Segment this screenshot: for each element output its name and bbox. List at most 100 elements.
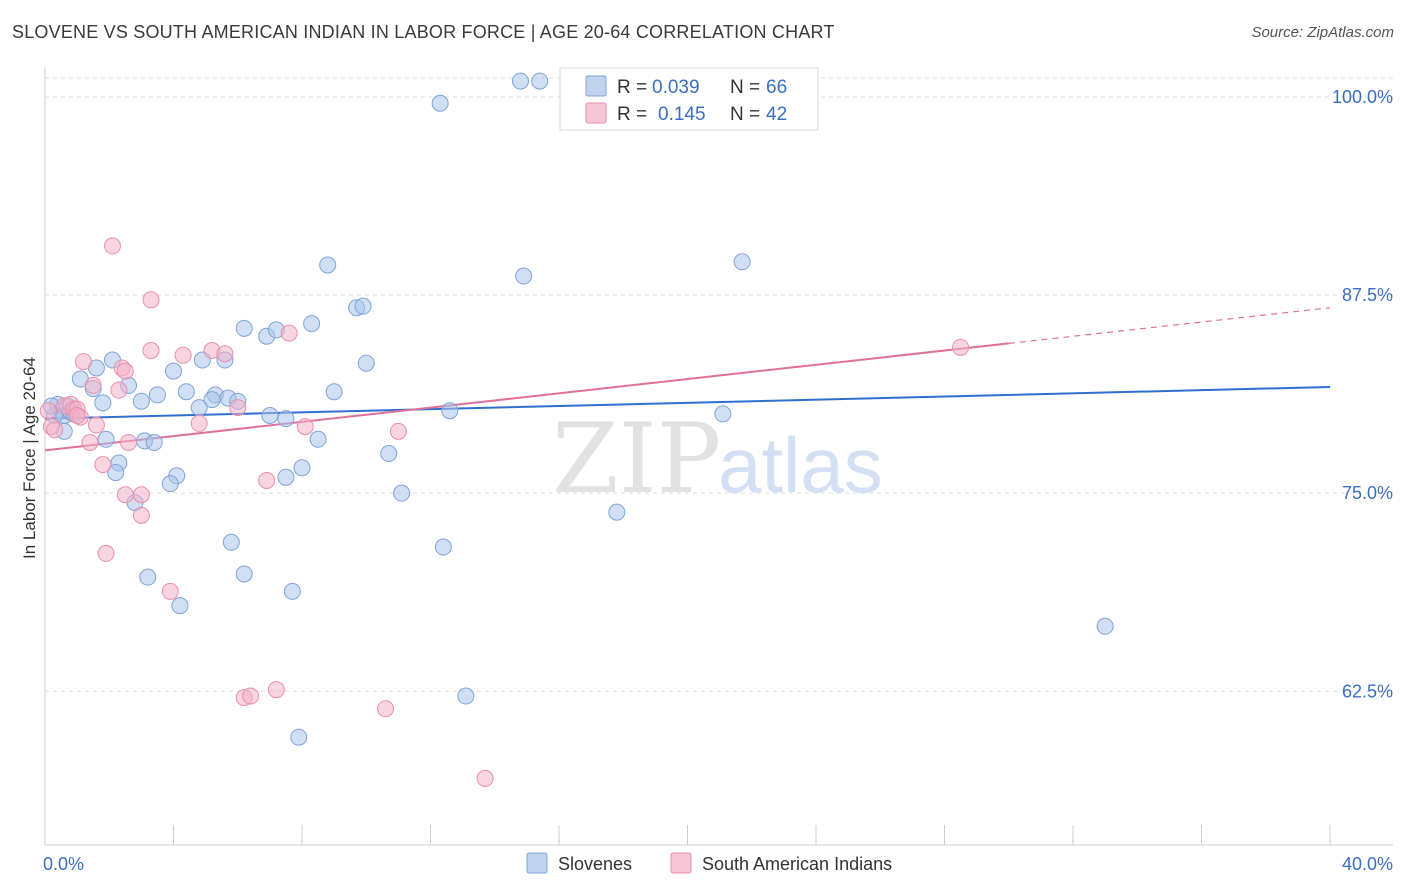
legend-n-label-slovenes: N =	[730, 77, 760, 98]
data-point	[142, 291, 160, 309]
y-tick-label: 62.5%	[1342, 681, 1393, 701]
data-point	[39, 402, 57, 420]
y-tick-label: 87.5%	[1342, 285, 1393, 305]
data-point	[457, 687, 475, 705]
data-point	[511, 72, 529, 90]
chart-title: SLOVENE VS SOUTH AMERICAN INDIAN IN LABO…	[12, 22, 835, 42]
data-point	[161, 582, 179, 600]
series-legend-swatch-slovenes	[526, 852, 548, 874]
legend-n-label-south-american-indians: N =	[730, 104, 760, 125]
data-point	[393, 484, 411, 502]
data-point	[87, 416, 105, 434]
data-point	[145, 433, 163, 451]
trend-line-extension-south-american-indians	[1008, 307, 1331, 344]
data-point	[75, 353, 93, 371]
trend-line-slovenes	[44, 385, 1331, 420]
data-point	[290, 728, 308, 746]
data-point	[165, 362, 182, 380]
data-point	[142, 342, 160, 360]
axes	[44, 68, 1393, 846]
data-points	[39, 72, 1114, 787]
series-legend-label-south-american-indians: South American Indians	[702, 854, 892, 874]
data-point	[303, 315, 321, 333]
data-point	[216, 345, 234, 363]
series-legend-label-slovenes: Slovenes	[558, 854, 632, 874]
data-point	[431, 94, 449, 112]
data-point	[714, 405, 732, 423]
legend-swatch-slovenes	[585, 75, 607, 97]
data-point	[94, 456, 112, 474]
data-point	[389, 422, 407, 440]
legend-r-label-slovenes: R =	[617, 77, 647, 98]
data-point	[280, 324, 298, 342]
data-point	[116, 362, 134, 380]
data-point	[139, 568, 157, 586]
data-point	[377, 700, 395, 718]
data-point	[190, 399, 208, 417]
data-point	[277, 410, 295, 428]
data-point	[229, 399, 247, 417]
data-point	[441, 402, 459, 420]
data-point	[235, 565, 253, 583]
data-point	[161, 475, 179, 493]
x-tick-label-min: 0.0%	[43, 854, 84, 874]
y-axis-title: In Labor Force | Age 20-64	[20, 357, 39, 559]
trend-line-south-american-indians	[44, 342, 1009, 452]
data-point	[319, 256, 337, 274]
gridlines: 62.5% 75.0% 87.5% 100.0%	[45, 77, 1393, 701]
data-point	[261, 407, 279, 425]
series-south-american-indians	[39, 72, 970, 787]
data-point	[357, 354, 375, 372]
data-point	[277, 468, 295, 486]
x-tick-label-max: 40.0%	[1342, 854, 1393, 874]
data-point	[94, 394, 112, 412]
data-point	[97, 430, 115, 448]
legend-n-value-slovenes: 66	[766, 77, 787, 98]
stats-legend: R = 0.039 N = 66 R = 0.145 N = 42	[559, 67, 819, 131]
data-point	[110, 381, 128, 399]
data-point	[132, 392, 150, 410]
data-point	[132, 486, 150, 504]
data-point	[952, 338, 970, 356]
y-tick-label: 100.0%	[1332, 87, 1393, 107]
data-point	[242, 687, 260, 705]
data-point	[132, 506, 150, 524]
legend-r-value-south-american-indians: 0.145	[658, 104, 706, 125]
data-point	[81, 433, 99, 451]
legend-swatch-south-american-indians	[585, 102, 607, 124]
data-point	[190, 414, 208, 432]
y-tick-label: 75.0%	[1342, 483, 1393, 503]
series-legend-swatch-south-american-indians	[670, 852, 692, 874]
data-point	[733, 253, 751, 271]
trend-lines	[44, 307, 1331, 452]
data-point	[476, 769, 494, 787]
data-point	[608, 503, 626, 521]
watermark-atlas: atlas	[718, 421, 883, 509]
data-point	[222, 533, 240, 551]
data-point	[354, 297, 372, 315]
data-point	[174, 346, 192, 364]
data-point	[103, 237, 121, 255]
data-point	[309, 430, 327, 448]
data-point	[1096, 617, 1114, 635]
data-point	[171, 597, 189, 615]
data-point	[148, 386, 166, 404]
source-credit: Source: ZipAtlas.com	[1251, 24, 1394, 41]
data-point	[120, 433, 138, 451]
watermark-zip: ZIP	[552, 403, 721, 515]
data-point	[235, 319, 253, 337]
data-point	[116, 486, 134, 504]
data-point	[296, 418, 314, 436]
data-point	[434, 538, 452, 556]
data-point	[177, 383, 195, 401]
data-point	[531, 72, 549, 90]
legend-r-label-south-american-indians: R =	[617, 104, 647, 125]
data-point	[68, 407, 86, 425]
data-point	[107, 464, 125, 482]
data-point	[380, 445, 398, 463]
data-point	[46, 421, 64, 439]
legend-r-value-slovenes: 0.039	[652, 77, 700, 98]
legend-n-value-south-american-indians: 42	[766, 104, 787, 125]
data-point	[267, 681, 285, 699]
